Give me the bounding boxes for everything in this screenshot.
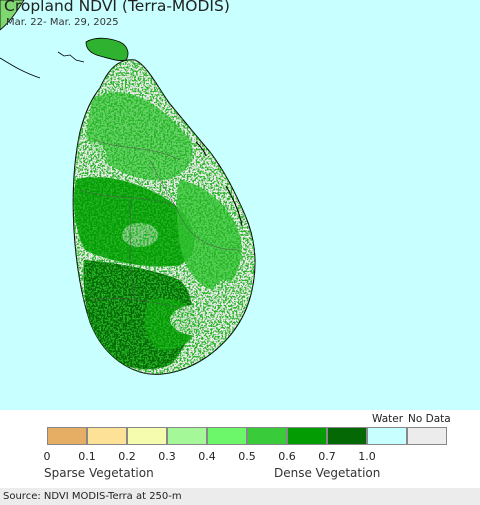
tick-label: 0.2 [118,450,136,463]
tick-label: 0.1 [78,450,96,463]
swatch-0.7-1.0 [327,427,367,445]
district-boundaries [79,139,241,311]
adams-bridge [57,51,85,63]
tick-label: 0.3 [158,450,176,463]
india-coast-line [0,57,41,79]
swatch-0.5-0.6 [247,427,287,445]
swatch-0.1-0.2 [87,427,127,445]
trinco-bay [195,141,207,157]
tick-label: 0.4 [198,450,216,463]
tick-label: 0 [43,450,51,463]
swatch-0-0.1 [47,427,87,445]
swatch-0.3-0.4 [167,427,207,445]
tick-label: 0.6 [278,450,296,463]
swatch-no-data [407,427,447,445]
map-title: Cropland NDVI (Terra-MODIS) [4,0,230,15]
source-note: Source: NDVI MODIS-Terra at 250-m [0,488,480,505]
sparse-vegetation-label: Sparse Vegetation [44,466,154,480]
legend: Water No Data 0 0.1 0.2 0.3 0.4 0.5 0.6 … [0,410,480,488]
ndvi-map [0,0,480,410]
water-label: Water [372,413,404,425]
swatch-water [367,427,407,445]
swatch-0.4-0.5 [207,427,247,445]
india-coast [0,0,25,31]
swatch-0.6-0.7 [287,427,327,445]
nodata-label: No Data [408,413,451,425]
tick-label: 0.7 [318,450,336,463]
date-range: Mar. 22- Mar. 29, 2025 [6,17,119,28]
swatch-0.2-0.3 [127,427,167,445]
tick-label: 1.0 [358,450,376,463]
batticaloa-lagoon [225,185,243,227]
tick-label: 0.5 [238,450,256,463]
dense-vegetation-label: Dense Vegetation [274,466,381,480]
